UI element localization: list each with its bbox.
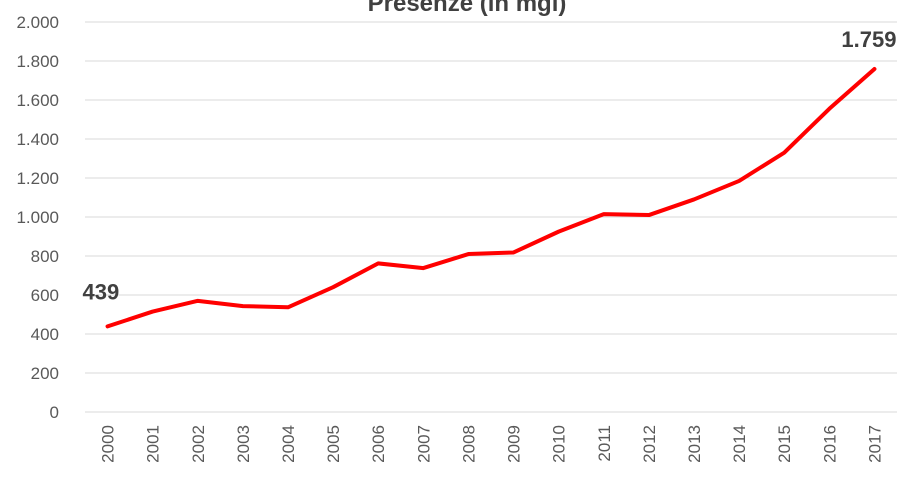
y-tick-label: 400 xyxy=(31,325,59,344)
y-tick-label: 800 xyxy=(31,247,59,266)
y-tick-label: 0 xyxy=(50,403,59,422)
x-tick-label: 2004 xyxy=(279,425,298,463)
x-tick-label: 2005 xyxy=(324,425,343,463)
x-tick-label: 2010 xyxy=(550,425,569,463)
x-tick-label: 2007 xyxy=(414,425,433,463)
y-tick-label: 1.400 xyxy=(16,130,59,149)
x-tick-label: 2006 xyxy=(369,425,388,463)
chart-title: Presenze (in mgl) xyxy=(368,0,567,17)
y-tick-label: 200 xyxy=(31,364,59,383)
data-label: 1.759 xyxy=(841,27,896,52)
y-tick-label: 1.800 xyxy=(16,52,59,71)
y-tick-label: 1.000 xyxy=(16,208,59,227)
x-tick-label: 2013 xyxy=(685,425,704,463)
y-tick-label: 600 xyxy=(31,286,59,305)
x-tick-label: 2015 xyxy=(775,425,794,463)
data-label: 439 xyxy=(83,279,120,304)
y-tick-label: 1.200 xyxy=(16,169,59,188)
y-tick-label: 1.600 xyxy=(16,91,59,110)
y-tick-label: 2.000 xyxy=(16,13,59,32)
x-tick-label: 2011 xyxy=(595,425,614,462)
x-tick-label: 2002 xyxy=(189,425,208,463)
x-tick-label: 2014 xyxy=(730,425,749,463)
x-tick-label: 2016 xyxy=(820,425,839,463)
line xyxy=(105,66,877,329)
x-tick-label: 2000 xyxy=(99,425,118,463)
x-tick-label: 2003 xyxy=(234,425,253,463)
x-tick-label: 2009 xyxy=(505,425,524,463)
x-tick-label: 2017 xyxy=(865,425,884,463)
x-tick-label: 2008 xyxy=(459,425,478,463)
x-tick-label: 2012 xyxy=(640,425,659,463)
x-tick-label: 2001 xyxy=(144,425,163,463)
